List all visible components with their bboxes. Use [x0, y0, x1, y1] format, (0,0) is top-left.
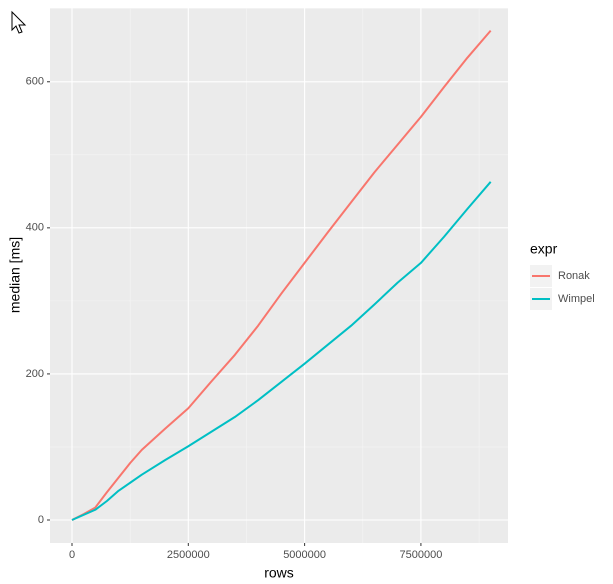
series-line [71, 181, 492, 521]
y-tick-label: 200 [26, 368, 44, 380]
y-axis-label: median [ms] [7, 237, 23, 313]
x-tick-label: 0 [69, 549, 75, 561]
panel [50, 8, 508, 543]
legend: Ronak Wimpel [530, 265, 595, 310]
series-line [71, 29, 492, 521]
y-tick-label: 400 [26, 222, 44, 234]
legend-label: Ronak [558, 270, 590, 282]
x-tick-label: 7500000 [399, 549, 442, 561]
cursor [11, 10, 27, 34]
lines [71, 29, 492, 521]
x-tick-label: 2500000 [167, 549, 210, 561]
x-tick-label: 5000000 [283, 549, 326, 561]
legend-title: expr [530, 241, 558, 257]
y-tick-label: 0 [38, 514, 44, 526]
y-tick-label: 600 [26, 76, 44, 88]
legend-label: Wimpel [558, 293, 595, 305]
x-axis-label: rows [264, 565, 294, 581]
grid [50, 8, 508, 543]
